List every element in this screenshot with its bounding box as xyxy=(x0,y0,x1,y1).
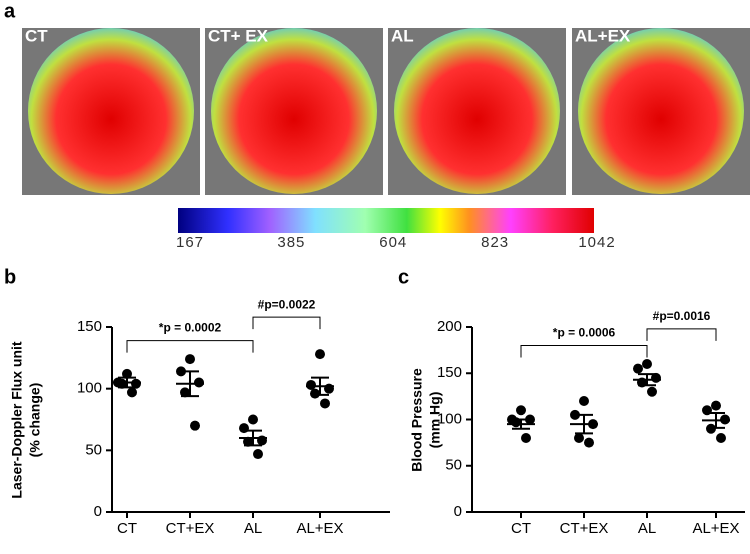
y-tick-label: 150 xyxy=(437,364,462,381)
data-point xyxy=(633,363,643,374)
y-axis-label: (mm Hg) xyxy=(427,392,443,449)
data-point xyxy=(579,396,589,406)
y-tick-label: 0 xyxy=(94,503,102,520)
x-tick-label: CT+EX xyxy=(560,520,609,537)
data-point xyxy=(574,433,584,443)
data-point xyxy=(521,433,531,443)
data-point xyxy=(131,378,141,389)
data-point xyxy=(194,377,204,388)
colorbar xyxy=(178,208,594,233)
x-tick-label: CT+EX xyxy=(166,520,215,537)
colorbar-tick-label: 167 xyxy=(176,234,204,251)
x-tick-label: AL xyxy=(244,520,262,537)
y-axis-label: Blood Pressure xyxy=(409,368,425,472)
image-label: AL+EX xyxy=(575,26,631,45)
panel-letter: c xyxy=(398,266,409,288)
y-tick-label: 100 xyxy=(77,380,102,397)
data-point xyxy=(711,400,721,411)
data-point xyxy=(117,378,127,389)
panel-letter: b xyxy=(4,266,16,288)
image-label: CT+ EX xyxy=(208,26,269,45)
data-point xyxy=(190,420,200,431)
x-tick-label: AL xyxy=(638,520,656,537)
colorbar-tick-label: 823 xyxy=(481,234,509,251)
data-point xyxy=(306,379,316,390)
y-tick-label: 200 xyxy=(437,318,462,335)
tissue-image xyxy=(578,28,744,194)
x-tick-label: AL+EX xyxy=(296,520,343,537)
data-point xyxy=(185,354,195,365)
data-point xyxy=(127,387,137,398)
data-point xyxy=(122,368,132,379)
colorbar-tick-label: 604 xyxy=(379,234,407,251)
panel-letter: a xyxy=(4,0,16,22)
tissue-image xyxy=(394,28,560,194)
y-tick-label: 100 xyxy=(437,410,462,427)
significance-bracket xyxy=(646,328,717,341)
significance-bracket xyxy=(126,340,254,353)
data-point xyxy=(647,386,657,397)
tissue-image xyxy=(28,28,194,194)
y-axis-label: (% change) xyxy=(27,383,43,458)
x-tick-label: AL+EX xyxy=(692,520,739,537)
data-point xyxy=(243,436,253,447)
data-point xyxy=(716,433,726,443)
colorbar-tick-label: 385 xyxy=(277,234,305,251)
y-tick-label: 50 xyxy=(85,441,102,458)
data-point xyxy=(320,398,330,409)
data-point xyxy=(257,435,267,446)
y-axis-label: Laser-Doppler Flux unit xyxy=(9,341,25,498)
data-point xyxy=(584,437,594,448)
data-point xyxy=(642,359,652,369)
tissue-image xyxy=(211,28,377,194)
data-point xyxy=(324,383,334,394)
y-tick-label: 50 xyxy=(445,457,462,474)
image-label: CT xyxy=(25,26,48,45)
significance-bracket xyxy=(520,345,648,358)
x-tick-label: CT xyxy=(511,520,531,537)
y-tick-label: 0 xyxy=(454,503,462,520)
significance-label: *p = 0.0006 xyxy=(553,326,616,340)
colorbar-tick-label: 1042 xyxy=(578,234,615,251)
data-point xyxy=(310,388,320,399)
significance-bracket xyxy=(252,316,321,330)
data-point xyxy=(253,449,263,460)
data-point xyxy=(180,387,190,398)
significance-label: *p = 0.0002 xyxy=(159,321,222,335)
data-point xyxy=(248,414,258,425)
x-tick-label: CT xyxy=(117,520,137,537)
image-label: AL xyxy=(391,26,414,45)
significance-label: #p=0.0016 xyxy=(653,309,711,323)
y-tick-label: 150 xyxy=(77,318,102,335)
significance-label: #p=0.0022 xyxy=(258,297,316,311)
data-point xyxy=(315,349,325,360)
data-point xyxy=(516,405,526,416)
data-point xyxy=(239,423,249,434)
